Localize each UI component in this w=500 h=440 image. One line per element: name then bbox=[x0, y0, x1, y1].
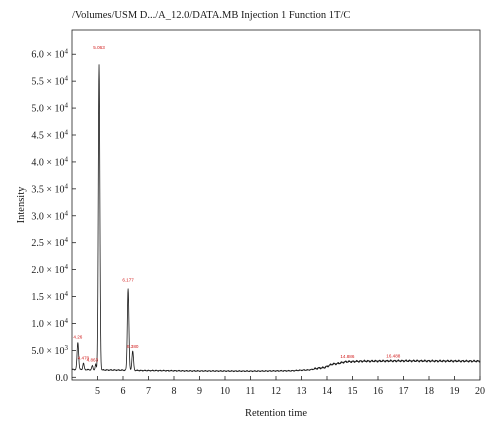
y-tick-label: 6.0 × 104 bbox=[31, 48, 68, 61]
x-tick-label: 8 bbox=[172, 386, 177, 397]
x-axis-title: Retention time bbox=[245, 408, 307, 419]
peak-label: 4.470 bbox=[78, 355, 90, 360]
y-tick-label: 2.0 × 104 bbox=[31, 263, 68, 276]
chromatogram-trace bbox=[71, 64, 481, 373]
peak-label: 4.26 bbox=[73, 334, 82, 339]
x-tick-label: 6 bbox=[121, 386, 126, 397]
x-tick-label: 15 bbox=[348, 386, 358, 397]
y-axis-ticks: 0.0 5.0 × 103 1.0 × 104 1.5 × 104 2.0 × 104 2… bbox=[31, 48, 76, 384]
x-tick-label: 14 bbox=[322, 386, 332, 397]
series-group bbox=[71, 64, 481, 373]
y-tick-label: 2.5 × 104 bbox=[31, 236, 68, 249]
x-tick-label: 10 bbox=[220, 386, 230, 397]
x-tick-label: 18 bbox=[424, 386, 434, 397]
y-tick-label: 3.5 × 104 bbox=[31, 182, 68, 195]
peak-label: 16.488 bbox=[386, 353, 400, 358]
y-tick-label: 4.0 × 104 bbox=[31, 155, 68, 168]
x-tick-label: 16 bbox=[373, 386, 383, 397]
peak-label: 6.177 bbox=[122, 278, 134, 283]
x-tick-label: 9 bbox=[197, 386, 202, 397]
y-tick-label: 5.0 × 103 bbox=[31, 344, 68, 357]
peak-label: 6.380 bbox=[127, 344, 139, 349]
x-tick-label: 17 bbox=[399, 386, 409, 397]
peak-label: 5.063 bbox=[93, 45, 105, 50]
y-tick-label: 5.0 × 104 bbox=[31, 102, 68, 115]
plot-frame bbox=[71, 29, 481, 381]
plot-border bbox=[71, 29, 481, 381]
x-tick-label: 20 bbox=[475, 386, 485, 397]
x-tick-label: 5 bbox=[95, 386, 100, 397]
peak-label: 14.886 bbox=[340, 354, 354, 359]
x-tick-label: 11 bbox=[246, 386, 256, 397]
x-tick-label: 19 bbox=[450, 386, 460, 397]
x-tick-label: 7 bbox=[146, 386, 151, 397]
x-axis-ticks: 5 6 7 8 9 10 11 12 13 14 15 16 17 18 19 20 bbox=[95, 376, 485, 397]
chart-title: /Volumes/USM D.../A_12.0/DATA.MB Injecti… bbox=[72, 10, 350, 21]
y-tick-label: 3.0 × 104 bbox=[31, 209, 68, 222]
y-tick-label: 4.5 × 104 bbox=[31, 129, 68, 142]
y-tick-label: 1.5 × 104 bbox=[31, 290, 68, 303]
y-tick-label: 5.5 × 104 bbox=[31, 75, 68, 88]
y-tick-label: 0.0 bbox=[56, 373, 69, 384]
x-tick-label: 12 bbox=[271, 386, 281, 397]
y-tick-label: 1.0 × 104 bbox=[31, 317, 68, 330]
peak-label: 4.863 bbox=[87, 357, 99, 362]
x-tick-label: 13 bbox=[297, 386, 307, 397]
y-axis-title: Intensity bbox=[16, 186, 27, 223]
